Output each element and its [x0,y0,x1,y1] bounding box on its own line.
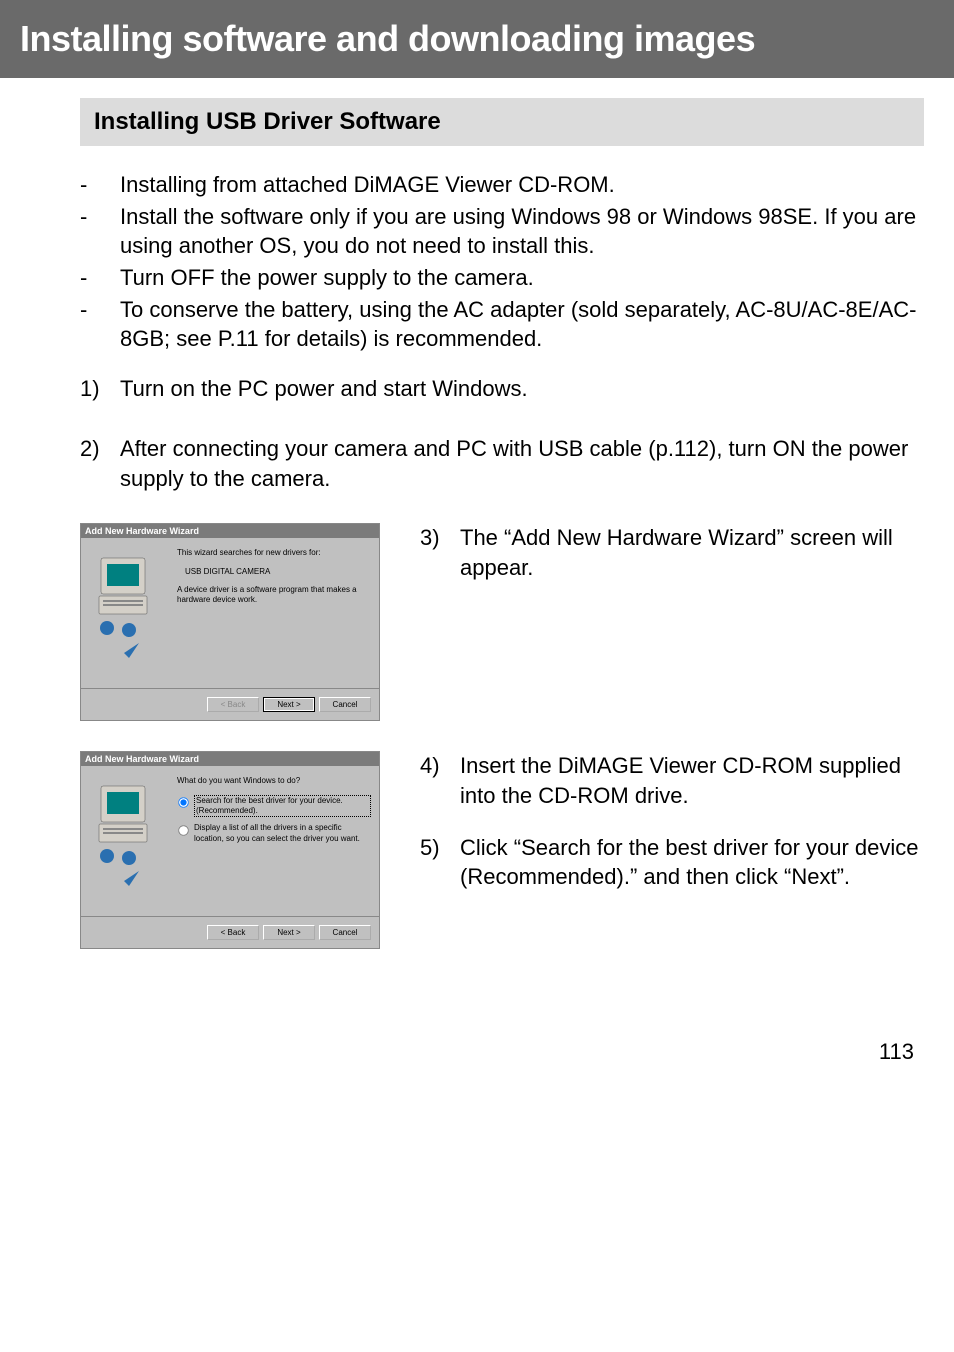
bullet-text: Turn OFF the power supply to the camera. [120,263,924,293]
step-item: 2) After connecting your camera and PC w… [80,434,924,493]
step-marker: 4) [420,751,460,810]
bullet-marker: - [80,202,120,261]
computer-icon [89,548,167,668]
wizard-titlebar: Add New Hardware Wizard [81,752,379,766]
bullet-item: - To conserve the battery, using the AC … [80,295,924,354]
wizard-button-row: < Back Next > Cancel [81,689,379,720]
step-text: After connecting your camera and PC with… [120,434,924,493]
wizard-window: Add New Hardware Wizard [80,523,380,721]
wizard-right-text: 4) Insert the DiMAGE Viewer CD-ROM suppl… [420,751,924,914]
wizard-graphic [89,548,167,684]
next-button[interactable]: Next > [263,697,315,712]
computer-icon [89,776,167,896]
bullet-list: - Installing from attached DiMAGE Viewer… [80,170,924,354]
section-heading-bar: Installing USB Driver Software [80,98,924,146]
cancel-button[interactable]: Cancel [319,697,371,712]
wizard-button-row: < Back Next > Cancel [81,917,379,948]
radio-input[interactable] [178,826,188,836]
wizard-row-1: Add New Hardware Wizard [80,523,924,721]
radio-option-search[interactable]: Search for the best driver for your devi… [177,795,371,818]
page-header: Installing software and downloading imag… [0,0,954,78]
bullet-item: - Installing from attached DiMAGE Viewer… [80,170,924,200]
bullet-text: To conserve the battery, using the AC ad… [120,295,924,354]
step-marker: 5) [420,833,460,892]
step-text: Turn on the PC power and start Windows. [120,374,924,404]
bullet-text: Install the software only if you are usi… [120,202,924,261]
step-marker: 2) [80,434,120,493]
wizard-line: A device driver is a software program th… [177,585,371,606]
step-item: 3) The “Add New Hardware Wizard” screen … [420,523,924,582]
wizard-titlebar: Add New Hardware Wizard [81,524,379,538]
wizard-text-area: What do you want Windows to do? Search f… [177,776,371,912]
wizard-window: Add New Hardware Wizard [80,751,380,949]
radio-label: Display a list of all the drivers in a s… [194,823,371,844]
radio-option-list[interactable]: Display a list of all the drivers in a s… [177,823,371,844]
bullet-marker: - [80,170,120,200]
bullet-item: - Install the software only if you are u… [80,202,924,261]
step-text: Click “Search for the best driver for yo… [460,833,924,892]
wizard-graphic [89,776,167,912]
step-item: 1) Turn on the PC power and start Window… [80,374,924,404]
back-button[interactable]: < Back [207,925,259,940]
wizard-screenshot-1: Add New Hardware Wizard [80,523,380,721]
back-button: < Back [207,697,259,712]
bullet-marker: - [80,263,120,293]
step-list: 1) Turn on the PC power and start Window… [80,374,924,493]
bullet-item: - Turn OFF the power supply to the camer… [80,263,924,293]
radio-label: Search for the best driver for your devi… [194,795,371,818]
cancel-button[interactable]: Cancel [319,925,371,940]
wizard-row-2: Add New Hardware Wizard [80,751,924,949]
step-marker: 3) [420,523,460,582]
wizard-body: This wizard searches for new drivers for… [81,538,379,688]
step-text: Insert the DiMAGE Viewer CD-ROM supplied… [460,751,924,810]
page-content: Installing USB Driver Software - Install… [0,78,954,999]
radio-input[interactable] [178,797,188,807]
step-item: 5) Click “Search for the best driver for… [420,833,924,892]
wizard-prompt: What do you want Windows to do? [177,776,371,786]
next-button[interactable]: Next > [263,925,315,940]
page-number: 113 [0,999,954,1085]
step-item: 4) Insert the DiMAGE Viewer CD-ROM suppl… [420,751,924,810]
wizard-right-text: 3) The “Add New Hardware Wizard” screen … [420,523,924,604]
section-heading: Installing USB Driver Software [94,108,910,136]
step-text: The “Add New Hardware Wizard” screen wil… [460,523,924,582]
bullet-text: Installing from attached DiMAGE Viewer C… [120,170,924,200]
wizard-text-area: This wizard searches for new drivers for… [177,548,371,684]
wizard-screenshot-2: Add New Hardware Wizard [80,751,380,949]
step-marker: 1) [80,374,120,404]
wizard-device-name: USB DIGITAL CAMERA [185,567,371,577]
page-title: Installing software and downloading imag… [20,18,934,60]
wizard-line: This wizard searches for new drivers for… [177,548,371,558]
wizard-body: What do you want Windows to do? Search f… [81,766,379,916]
bullet-marker: - [80,295,120,354]
